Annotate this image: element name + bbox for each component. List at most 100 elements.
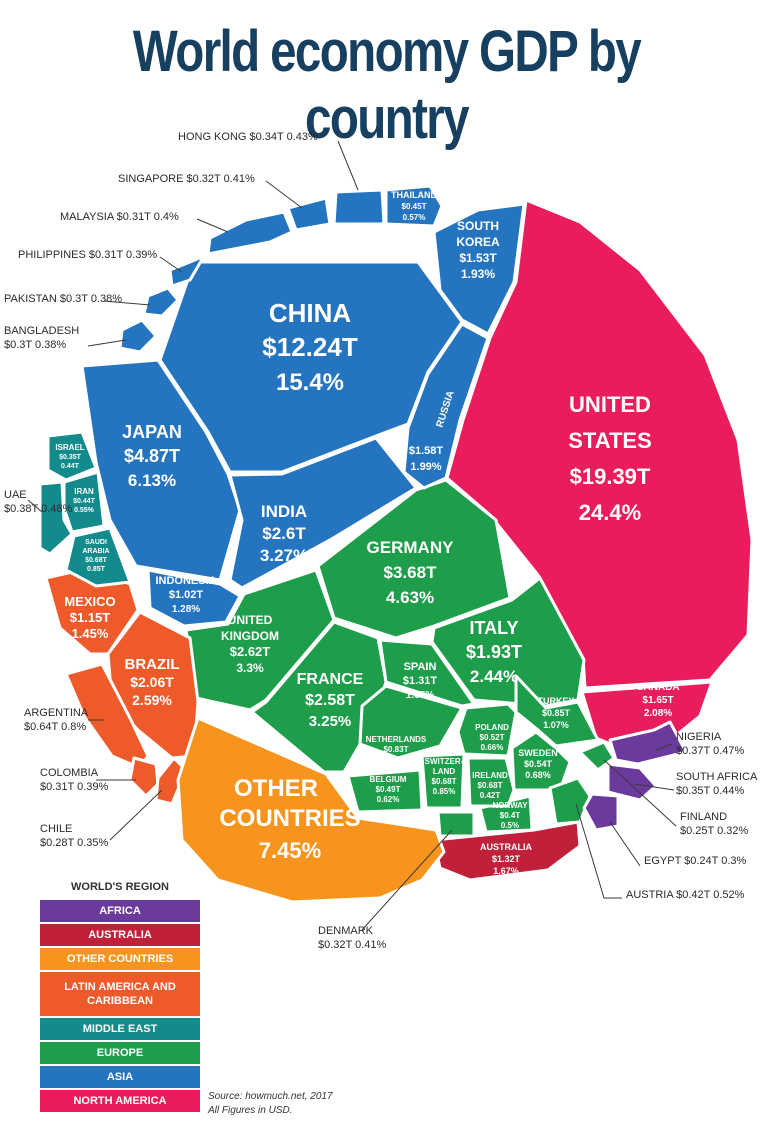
label-netherlands-name: NETHERLANDS	[366, 735, 427, 744]
label-indonesia-name: INDONESIA	[155, 575, 216, 587]
label-poland-name: POLAND	[475, 723, 509, 732]
label-ireland-name: IRELAND	[472, 771, 508, 780]
label-belgium-value: $0.49T	[376, 785, 401, 794]
label-mexico-share: 1.45%	[72, 626, 109, 641]
label-turkey-value: $0.85T	[542, 708, 571, 718]
cell-japan	[80, 358, 242, 582]
label-norway-name: NORWAY	[492, 801, 528, 810]
leader-hong-kong	[337, 140, 359, 191]
label-iran-share: 0.55%	[74, 507, 95, 514]
label-germany-value: $3.68T	[384, 563, 438, 582]
label-sweden-name: SWEDEN	[518, 748, 558, 758]
label-other-countries-share: 7.45%	[259, 838, 321, 863]
label-belgium-name: BELGIUM	[370, 775, 407, 784]
label-france-value: $2.58T	[305, 692, 355, 709]
label-mexico-value: $1.15T	[70, 610, 111, 625]
label-france-share: 3.25%	[309, 713, 352, 730]
outside-label-philippines: PHILIPPINES $0.31T 0.39%	[18, 249, 157, 261]
leader-uae	[27, 499, 43, 513]
cell-denmark	[436, 810, 476, 838]
label-india-name: INDIA	[261, 502, 307, 521]
cell-india	[228, 436, 418, 590]
label-china-share: 15.4%	[276, 369, 344, 396]
outside-label-denmark-value: $0.32T 0.41%	[318, 939, 387, 951]
outside-label-south-africa-value: $0.35T 0.44%	[676, 785, 745, 797]
label-united-kingdom-name0: UNITED	[228, 613, 273, 627]
outside-label-south-africa-name: SOUTH AFRICA	[676, 771, 758, 783]
cell-finland	[578, 740, 616, 772]
label-turkey-share: 1.07%	[543, 720, 569, 730]
legend-title: WORLD'S REGION	[71, 881, 169, 893]
label-france-name: FRANCE	[297, 671, 364, 688]
legend-item-asia: ASIA	[40, 1066, 200, 1088]
leader-pakistan	[103, 300, 151, 306]
source-text: Source: howmuch.net, 2017	[208, 1091, 333, 1102]
legend-item-australia: AUSTRALIA	[40, 924, 200, 946]
label-thailand-name: THAILAND	[391, 190, 437, 200]
label-indonesia-share: 1.28%	[172, 604, 200, 615]
label-saudi-arabia-value: $0.68T	[85, 557, 108, 564]
label-israel-share: 0.44T	[61, 463, 80, 470]
cell-china	[158, 260, 464, 474]
legend-item-other-countries: OTHER COUNTRIES	[40, 948, 200, 970]
outside-label-colombia-value: $0.31T 0.39%	[40, 781, 109, 793]
cell-netherlands	[358, 684, 464, 760]
label-brazil-share: 2.59%	[132, 692, 172, 708]
outside-label-denmark-name: DENMARK	[318, 925, 374, 937]
cell-indonesia	[146, 568, 242, 628]
label-united-states-name1: STATES	[568, 428, 652, 453]
label-saudi-arabia-name1: ARABIA	[82, 548, 109, 555]
page-title: World economy GDP by country	[132, 19, 642, 151]
label-brazil-value: $2.06T	[130, 674, 174, 690]
label-norway-value: $0.4T	[500, 811, 521, 820]
label-switzerland-name1: LAND	[433, 767, 455, 776]
cell-south-korea	[432, 202, 526, 336]
outside-label-austria: AUSTRIA $0.42T 0.52%	[626, 889, 745, 901]
cell-colombia	[128, 756, 160, 798]
cell-pakistan	[142, 286, 180, 318]
label-germany-name: GERMANY	[367, 538, 455, 557]
label-italy-name: ITALY	[469, 618, 518, 638]
label-netherlands-value: $0.83T	[384, 745, 409, 754]
legend-item-north-america: NORTH AMERICA	[40, 1090, 200, 1112]
cell-philippines	[168, 254, 206, 288]
label-sweden-value: $0.54T	[524, 759, 553, 769]
label-united-kingdom-value: $2.62T	[230, 644, 271, 659]
label-brazil-name: BRAZIL	[125, 656, 180, 673]
label-australia-share: 1.67%	[493, 866, 519, 876]
label-belgium-share: 0.62%	[377, 795, 400, 804]
cell-hong-kong	[332, 188, 386, 226]
label-netherlands-share: 1.04%	[385, 755, 408, 764]
outside-label-chile-name: CHILE	[40, 823, 72, 835]
outside-label-nigeria-name: NIGERIA	[676, 731, 722, 743]
cell-united-states	[445, 198, 754, 690]
legend-item-europe: EUROPE	[40, 1042, 200, 1064]
leader-finland	[603, 759, 677, 827]
label-canada-name: CANADA	[636, 682, 679, 693]
label-thailand-share: 0.57%	[403, 213, 426, 222]
cell-thailand	[384, 184, 444, 228]
cell-russia	[402, 322, 490, 490]
label-united-states-name0: UNITED	[569, 392, 651, 417]
label-united-kingdom-name1: KINGDOM	[221, 629, 279, 643]
cell-bangladesh	[118, 318, 158, 354]
outside-label-malaysia: MALAYSIA $0.31T 0.4%	[60, 211, 179, 223]
outside-label-singapore: SINGAPORE $0.32T 0.41%	[118, 173, 255, 185]
source-note: Source: howmuch.net, 2017 All Figures in…	[208, 1090, 333, 1118]
cell-switzerland	[420, 752, 466, 810]
leader-malaysia	[196, 218, 229, 233]
cell-saudi-arabia	[64, 526, 132, 588]
label-indonesia-value: $1.02T	[169, 589, 204, 601]
label-south-korea-name0: SOUTH	[457, 219, 499, 233]
label-saudi-arabia-share: 0.85T	[87, 566, 106, 573]
leader-chile	[109, 789, 163, 841]
cell-belgium	[346, 768, 424, 814]
outside-label-bangladesh-name: BANGLADESH	[4, 325, 79, 337]
outside-label-argentina-name: ARGENTINA	[24, 707, 89, 719]
outside-label-pakistan: PAKISTAN $0.3T 0.38%	[4, 293, 122, 305]
cell-poland	[456, 702, 518, 758]
label-canada-value: $1.65T	[642, 695, 673, 706]
label-thailand-value: $0.45T	[402, 202, 427, 211]
label-ireland-share: 0.42T	[480, 791, 501, 800]
leader-egypt	[609, 821, 641, 867]
